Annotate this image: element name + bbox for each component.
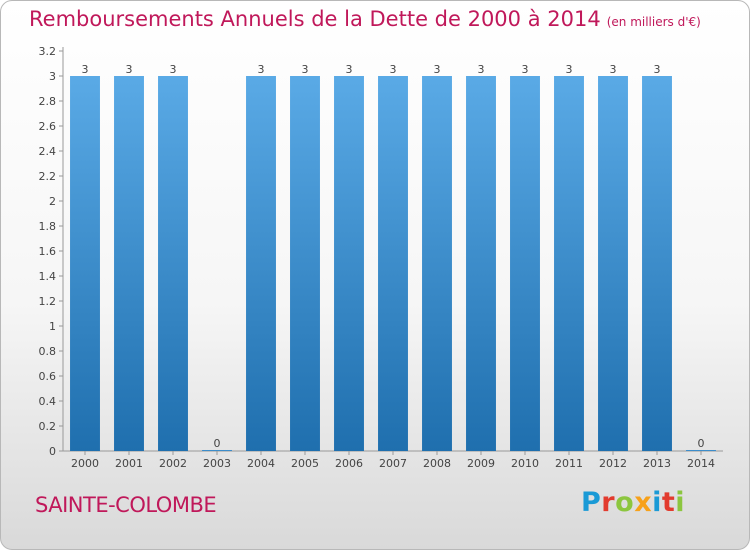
data-label: 3 [434,63,441,76]
y-tick-label: 2 [49,195,56,208]
y-tick-label: 2.4 [39,145,57,158]
data-label: 3 [126,63,133,76]
logo-letter: P [581,487,602,518]
bar [158,76,188,451]
y-tick-label: 3.2 [39,45,57,58]
data-label: 3 [610,63,617,76]
x-tick-label: 2007 [379,457,407,470]
data-label: 3 [346,63,353,76]
y-tick-label: 0.6 [39,370,57,383]
x-tick-label: 2014 [687,457,715,470]
x-tick-label: 2003 [203,457,231,470]
logo-letter: o [615,487,635,518]
y-tick-label: 2.6 [39,120,57,133]
proxiti-logo[interactable]: Proxiti [581,487,685,518]
data-label: 3 [258,63,265,76]
chart-title: Remboursements Annuels de la Dette de 20… [29,7,701,31]
bar [202,450,232,451]
title-text: Remboursements Annuels de la Dette de 20… [29,7,601,31]
y-tick-label: 1.8 [39,220,57,233]
x-tick-label: 2011 [555,457,583,470]
bar [422,76,452,451]
x-tick-label: 2001 [115,457,143,470]
x-tick-label: 2004 [247,457,275,470]
y-tick-label: 0.4 [39,395,57,408]
bar [334,76,364,451]
y-tick-label: 0 [49,445,56,458]
data-label: 3 [302,63,309,76]
bar [466,76,496,451]
y-tick-label: 3 [49,70,56,83]
bar [642,76,672,451]
data-label: 3 [170,63,177,76]
bar [290,76,320,451]
x-tick-label: 2005 [291,457,319,470]
commune-name: SAINTE-COLOMBE [35,493,217,517]
y-tick-label: 2.2 [39,170,57,183]
y-tick-label: 1 [49,320,56,333]
bar [246,76,276,451]
bar [554,76,584,451]
logo-letter: x [634,487,653,518]
x-tick-label: 2009 [467,457,495,470]
x-tick-label: 2000 [71,457,99,470]
logo-letter: r [601,487,616,518]
data-label: 3 [566,63,573,76]
x-tick-label: 2012 [599,457,627,470]
data-label: 3 [522,63,529,76]
data-label: 3 [390,63,397,76]
x-tick-label: 2006 [335,457,363,470]
logo-letter: i [675,487,686,518]
y-tick-label: 2.8 [39,95,57,108]
y-tick-label: 0.2 [39,420,57,433]
bar [114,76,144,451]
x-tick-label: 2010 [511,457,539,470]
x-tick-label: 2008 [423,457,451,470]
data-label: 3 [82,63,89,76]
bar [70,76,100,451]
bar [598,76,628,451]
logo-letter: t [661,487,676,518]
y-tick-label: 1.6 [39,245,57,258]
bar [378,76,408,451]
logo-letter: i [652,487,662,518]
y-tick-label: 0.8 [39,345,57,358]
x-tick-label: 2002 [159,457,187,470]
data-label: 0 [698,437,705,450]
data-label: 3 [478,63,485,76]
y-tick-label: 1.2 [39,295,57,308]
data-label: 3 [654,63,661,76]
y-tick-label: 1.4 [39,270,57,283]
data-label: 0 [214,437,221,450]
bar [510,76,540,451]
bar [686,450,716,451]
chart-subtitle: (en milliers d'€) [606,15,701,29]
x-tick-label: 2013 [643,457,671,470]
